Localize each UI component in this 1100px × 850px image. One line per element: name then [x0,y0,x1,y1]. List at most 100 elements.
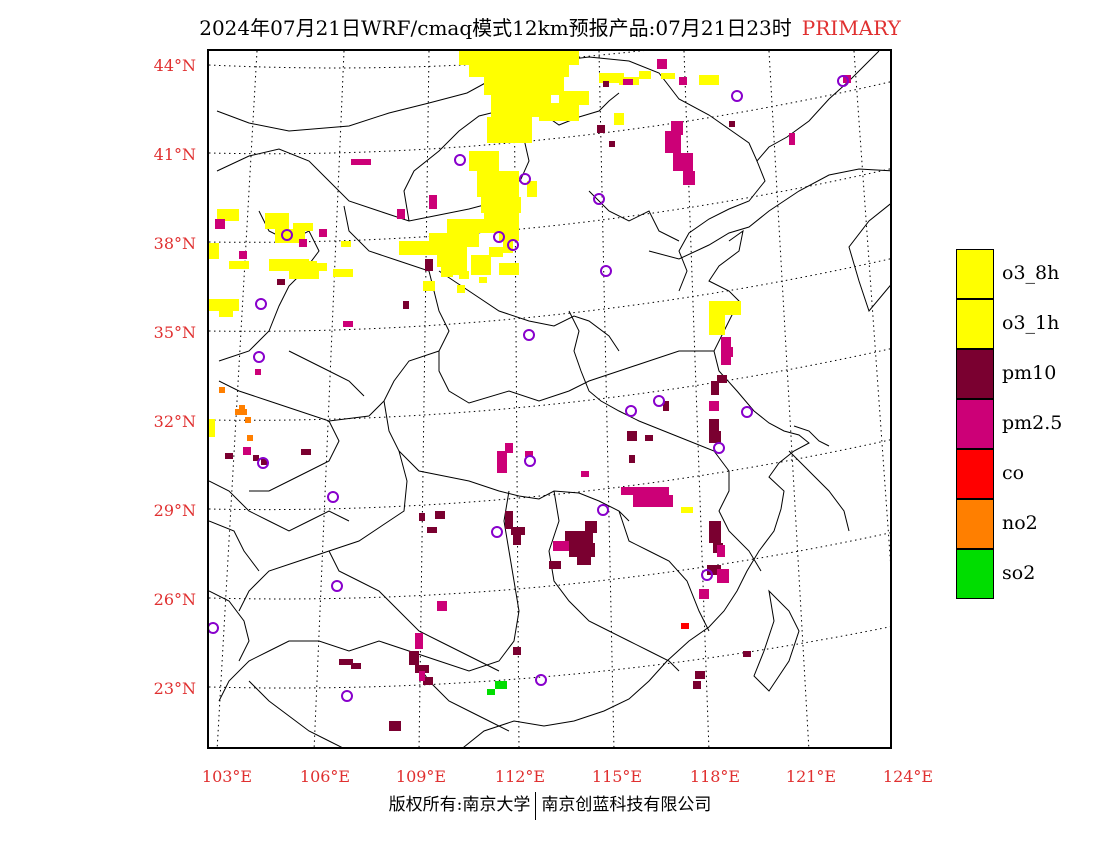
o3-cell [499,233,519,241]
station-marker [255,298,267,310]
pm10-cell [339,659,353,665]
pm25-cell [419,671,425,681]
station-marker [491,526,503,538]
station-marker [331,580,343,592]
pm10-cell [415,665,429,673]
pm10-cell [423,677,433,685]
lon-label-103e: 103°E [201,767,253,786]
lat-label-35n: 35°N [153,323,196,342]
pollutant-cells [209,51,851,731]
pm10-cell [225,453,233,459]
pm25-cell [397,209,405,219]
station-marker [454,154,466,166]
graticule [209,51,890,747]
o3-cell [229,261,249,269]
station-marker [209,622,219,634]
o3-cell [469,151,499,171]
station-marker [257,457,269,469]
legend-label: pm10 [1002,362,1057,384]
forecast-map [209,51,890,747]
station-marker [713,442,725,454]
pm25-cell [683,171,695,185]
pm25-cell [633,495,673,507]
lat-label-26n: 26°N [153,590,196,609]
station-marker [741,406,753,418]
o3-cell [301,261,317,271]
lon-label-115e: 115°E [591,767,643,786]
station-marker [597,504,609,516]
o3-cell [681,507,693,513]
lon-label-118e: 118°E [689,767,741,786]
o3-cell [315,263,327,271]
o3-cell [469,65,569,77]
pm25-cell [215,219,225,229]
lon-label-109e: 109°E [395,767,447,786]
pm25-cell [665,131,681,153]
o3-cell [487,117,532,143]
so2-cell [495,681,507,689]
legend-label: no2 [1002,512,1038,534]
pm10-cell [585,521,597,533]
legend-swatch [956,299,994,349]
pm25-cell [717,545,725,557]
pm10-cell [389,721,401,731]
station-marker [341,690,353,702]
pm25-cell [553,541,569,551]
legend-label: pm2.5 [1002,412,1063,434]
o3-cell [484,77,564,95]
so2-cell [487,689,495,695]
lat-label-29n: 29°N [153,501,196,520]
pm25-cell [243,447,251,455]
pm25-cell [255,369,261,375]
pm10-cell [261,459,267,465]
pm10-cell [709,521,721,543]
o3-cell [527,181,537,197]
legend-label: o3_1h [1002,312,1060,334]
pm10-cell [409,651,419,665]
no2-cell [245,417,251,423]
primary-pollutant-tag: PRIMARY [801,16,901,40]
station-marker [281,229,293,241]
pm10-cell [707,565,721,575]
pm10-cell [609,141,615,147]
o3-cell [699,75,719,85]
legend-swatch [956,349,994,399]
pm10-cell [743,651,751,657]
no2-cell [239,405,245,409]
province-boundaries [209,51,890,747]
pm10-cell [403,301,409,309]
pm10-cell [713,431,721,443]
pm25-cell [351,159,371,165]
pm10-cell [513,535,521,545]
o3-cell [341,241,351,247]
o3-cell [639,71,651,79]
o3-cell [269,259,309,271]
pm10-cell [597,125,605,133]
station-marker [837,75,849,87]
o3-cell [219,311,233,317]
pm10-cell [629,455,635,463]
no2-cell [247,435,253,441]
pm10-cell [419,513,425,521]
o3-cell [489,247,503,257]
o3-cell [449,257,467,275]
pm25-cell [623,79,633,85]
pm25-cell [497,451,507,473]
pm10-cell [603,81,609,87]
pm25-cell [343,321,353,327]
pm25-cell [657,59,667,69]
pm25-cell [789,133,795,145]
station-marker [701,569,713,581]
map-title: 2024年07月21日WRF/cmaq模式12km预报产品:07月21日23时 P… [0,12,1100,41]
pm25-cell [725,347,733,357]
pm25-cell [239,251,247,259]
map-panel[interactable] [207,49,892,749]
o3-cell [471,255,491,275]
o3-cell [441,267,453,277]
lat-label-38n: 38°N [153,234,196,253]
station-marker [625,405,637,417]
station-marker [493,231,505,243]
lon-label-121e: 121°E [785,767,837,786]
pm10-cell [511,527,525,535]
pm10-cell [549,561,561,569]
